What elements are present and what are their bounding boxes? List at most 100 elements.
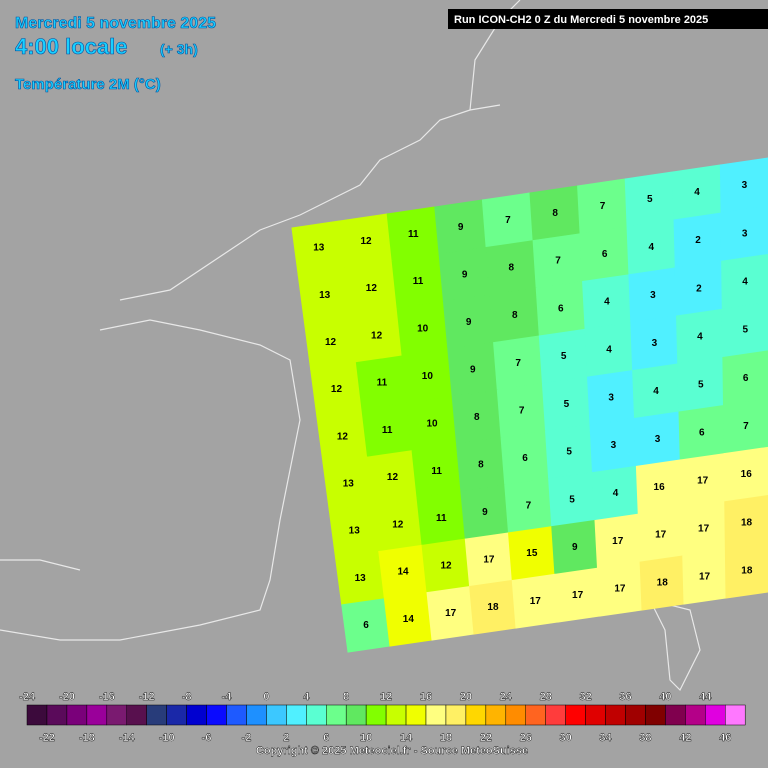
legend-swatch: [326, 704, 347, 726]
field-cell: [721, 253, 768, 310]
legend-label: -14: [119, 732, 136, 744]
cell-value: 12: [440, 561, 452, 572]
cell-value: 6: [699, 427, 705, 438]
legend-swatch: [645, 704, 666, 726]
cell-value: 8: [474, 412, 480, 423]
temperature-field: 13 12 11 9 7 8 7 5 4 3 13 12 11 9 8 7 6 4 2 3 12 12 10 9 8 6 4 3 2 4 1…: [291, 157, 768, 653]
legend-label: 22: [480, 732, 492, 744]
cell-value: 4: [606, 345, 612, 356]
legend-swatch: [26, 704, 48, 726]
field-cell: [723, 446, 768, 503]
cell-value: 11: [431, 466, 442, 477]
legend-swatch: [505, 704, 526, 726]
legend-label: 16: [420, 691, 432, 703]
cell-value: 7: [555, 256, 561, 267]
legend-swatch: [66, 704, 88, 726]
cell-value: 9: [482, 507, 488, 518]
cell-value: 4: [742, 277, 748, 288]
legend-swatch: [525, 704, 546, 726]
cell-value: 7: [526, 501, 532, 512]
legend-label: 18: [440, 732, 452, 744]
legend-label: -4: [222, 691, 233, 703]
cell-value: 18: [657, 578, 669, 589]
legend-swatch: [146, 704, 167, 726]
legend-label: 2: [283, 732, 289, 744]
legend-swatch: [445, 704, 467, 726]
legend-label: 24: [500, 691, 513, 703]
cell-value: 8: [509, 263, 515, 274]
cell-value: 18: [741, 566, 753, 577]
cell-value: 5: [566, 447, 572, 458]
cell-value: 11: [413, 276, 424, 287]
cell-value: 5: [564, 399, 570, 410]
cell-value: 14: [403, 614, 415, 625]
cell-value: 13: [349, 526, 361, 537]
legend-label: 46: [719, 732, 731, 744]
cell-value: 6: [363, 620, 369, 631]
cell-value: 2: [695, 235, 701, 246]
legend-label: -12: [139, 691, 155, 703]
cell-value: 17: [483, 554, 495, 565]
legend-swatch: [545, 704, 566, 726]
cell-value: 12: [371, 330, 383, 341]
cell-value: 12: [331, 384, 343, 395]
cell-value: 6: [602, 249, 608, 260]
cell-value: 6: [558, 303, 564, 314]
cell-value: 11: [382, 425, 393, 436]
cell-value: 12: [360, 236, 372, 247]
cell-value: 11: [436, 513, 447, 524]
cell-value: 5: [647, 194, 653, 205]
legend-label: -18: [79, 732, 95, 744]
legend-swatch: [266, 704, 287, 726]
cell-value: 13: [355, 573, 367, 584]
cell-value: 3: [611, 440, 617, 451]
cell-value: 17: [612, 536, 624, 547]
legend-label: 8: [343, 691, 349, 703]
cell-value: 14: [398, 567, 410, 578]
legend-label: -2: [242, 732, 252, 744]
offset: (+ 3h): [160, 41, 198, 57]
legend-swatch: [86, 704, 108, 726]
cell-value: 7: [600, 201, 606, 212]
cell-value: 7: [743, 421, 749, 432]
legend-label: -6: [202, 732, 212, 744]
cell-value: 7: [505, 215, 511, 226]
legend-label: 26: [520, 732, 532, 744]
cell-value: 2: [696, 283, 702, 294]
field-cell: [719, 157, 768, 214]
legend-swatch: [46, 704, 68, 726]
cell-value: 6: [522, 453, 528, 464]
cell-value: 13: [343, 479, 355, 490]
cell-value: 8: [512, 310, 518, 321]
legend-swatch: [186, 704, 207, 726]
cell-value: 4: [653, 386, 659, 397]
cell-value: 5: [569, 494, 575, 505]
cell-value: 17: [445, 608, 457, 619]
cell-value: 12: [337, 431, 349, 442]
legend-label: 36: [619, 691, 631, 703]
legend-label: -22: [39, 732, 55, 744]
coastlines: [0, 0, 701, 692]
legend-label: -16: [99, 691, 115, 703]
legend-swatch: [425, 704, 447, 726]
cell-value: 17: [572, 590, 584, 601]
cell-value: 3: [652, 338, 658, 349]
cell-value: 13: [313, 243, 325, 254]
cell-value: 13: [319, 290, 331, 301]
cell-value: 10: [417, 324, 429, 335]
cell-value: 17: [530, 596, 542, 607]
cell-value: 9: [466, 317, 472, 328]
cell-value: 9: [572, 542, 578, 553]
run-box: [448, 9, 768, 29]
cell-value: 3: [608, 392, 614, 403]
field-cell: [721, 302, 768, 359]
legend-swatch: [166, 704, 187, 726]
legend-label: 44: [699, 691, 712, 703]
legend-swatch: [585, 704, 606, 726]
legend-swatch: [665, 704, 686, 726]
legend-label: 30: [560, 732, 572, 744]
cell-value: 18: [741, 517, 753, 528]
cell-value: 9: [470, 364, 476, 375]
cell-value: 7: [515, 358, 521, 369]
